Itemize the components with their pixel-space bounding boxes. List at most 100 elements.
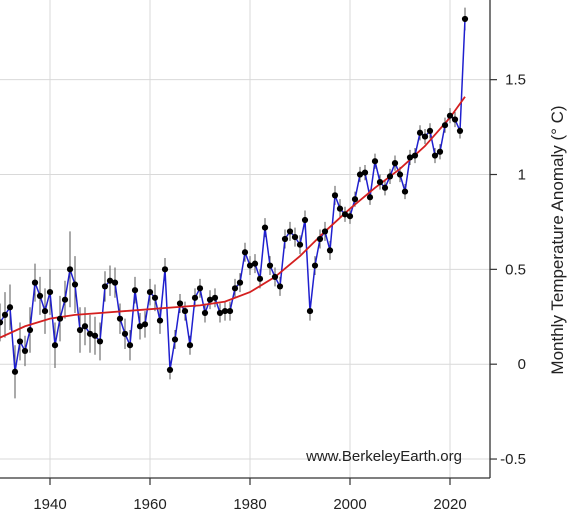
data-point <box>256 275 264 282</box>
data-point <box>266 262 274 269</box>
y-tick-label: 0 <box>518 356 526 373</box>
data-point <box>441 122 449 129</box>
data-point <box>156 317 164 324</box>
data-point <box>106 277 114 284</box>
data-point <box>356 171 364 178</box>
data-point <box>0 319 4 326</box>
data-point <box>36 292 44 300</box>
data-point <box>451 116 459 123</box>
data-point <box>86 330 94 337</box>
data-point <box>306 307 314 315</box>
data-point <box>196 285 204 292</box>
data-point <box>176 300 184 307</box>
data-point <box>341 211 349 218</box>
data-point <box>271 273 279 281</box>
data-point <box>281 235 289 243</box>
y-tick-label: 1.5 <box>505 72 526 89</box>
data-point <box>461 15 469 23</box>
y-tick-label: 1 <box>518 167 526 184</box>
x-tick-label: 1960 <box>133 496 166 513</box>
data-point <box>171 336 179 343</box>
x-tick-label: 2020 <box>433 496 466 513</box>
data-point <box>201 309 209 317</box>
data-point <box>346 213 354 220</box>
data-point <box>251 260 259 267</box>
data-point <box>396 171 404 178</box>
plot-frame <box>0 0 491 479</box>
data-point <box>361 169 369 176</box>
y-tick-label: 0.5 <box>505 261 526 278</box>
data-point <box>366 194 374 201</box>
y-axis-label: Monthly Temperature Anomaly (° C) <box>548 105 567 374</box>
data-point <box>276 283 284 290</box>
data-point <box>116 315 124 322</box>
data-point <box>426 127 434 134</box>
data-point <box>21 347 29 355</box>
data-point <box>431 152 439 159</box>
data-point <box>386 173 394 180</box>
data-point <box>416 129 424 136</box>
data-point <box>16 338 24 345</box>
data-point <box>336 205 344 212</box>
data-point <box>236 279 244 286</box>
data-point <box>76 326 84 334</box>
data-point <box>401 188 409 195</box>
data-point <box>421 133 429 140</box>
data-points <box>0 15 469 375</box>
grid <box>0 0 490 478</box>
data-point <box>31 279 39 286</box>
data-point <box>131 287 139 294</box>
y-tick-label: -0.5 <box>500 451 526 468</box>
data-point <box>41 307 49 315</box>
data-point <box>11 368 19 375</box>
data-point <box>286 228 294 235</box>
data-point <box>56 315 64 322</box>
x-axis-ticks: 1940 1960 1980 2000 2020 <box>33 478 467 513</box>
data-point <box>241 249 249 256</box>
data-point <box>61 296 69 303</box>
data-point <box>331 192 339 199</box>
data-point <box>351 196 359 203</box>
data-point <box>456 127 464 134</box>
data-point <box>136 323 144 330</box>
data-point <box>26 326 34 334</box>
data-point <box>391 160 399 167</box>
x-tick-label: 1940 <box>33 496 66 513</box>
series-line-group <box>0 18 466 372</box>
data-point <box>46 289 54 296</box>
data-point <box>291 234 299 241</box>
data-point <box>151 294 159 301</box>
data-point <box>91 332 99 339</box>
data-point <box>141 321 149 328</box>
data-point <box>191 294 199 301</box>
data-point <box>221 307 229 315</box>
data-point <box>316 235 324 243</box>
data-point <box>166 366 174 373</box>
data-point <box>371 158 379 165</box>
data-point <box>436 148 444 155</box>
data-point <box>376 178 384 186</box>
data-point <box>231 285 239 292</box>
data-point <box>161 266 169 273</box>
trend-line-group <box>0 96 466 339</box>
data-point <box>146 289 154 296</box>
x-tick-label: 2000 <box>333 496 366 513</box>
data-point <box>71 281 79 288</box>
data-point <box>411 152 419 159</box>
data-point <box>1 311 9 318</box>
data-point <box>111 279 119 286</box>
trend-line <box>0 96 466 339</box>
series-line <box>0 18 466 372</box>
data-point <box>6 304 14 311</box>
data-point <box>51 342 59 349</box>
data-point <box>381 184 389 191</box>
data-point <box>246 262 254 269</box>
data-point <box>261 224 269 231</box>
data-point <box>311 262 319 269</box>
data-point <box>96 338 104 345</box>
data-point <box>101 283 109 290</box>
data-point <box>321 228 329 235</box>
data-point <box>216 309 224 317</box>
data-point <box>66 266 74 273</box>
